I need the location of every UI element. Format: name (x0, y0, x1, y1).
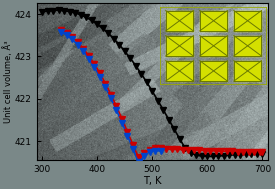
X-axis label: T, K: T, K (143, 176, 161, 186)
Y-axis label: Unit cell volume, Å³: Unit cell volume, Å³ (4, 41, 13, 123)
